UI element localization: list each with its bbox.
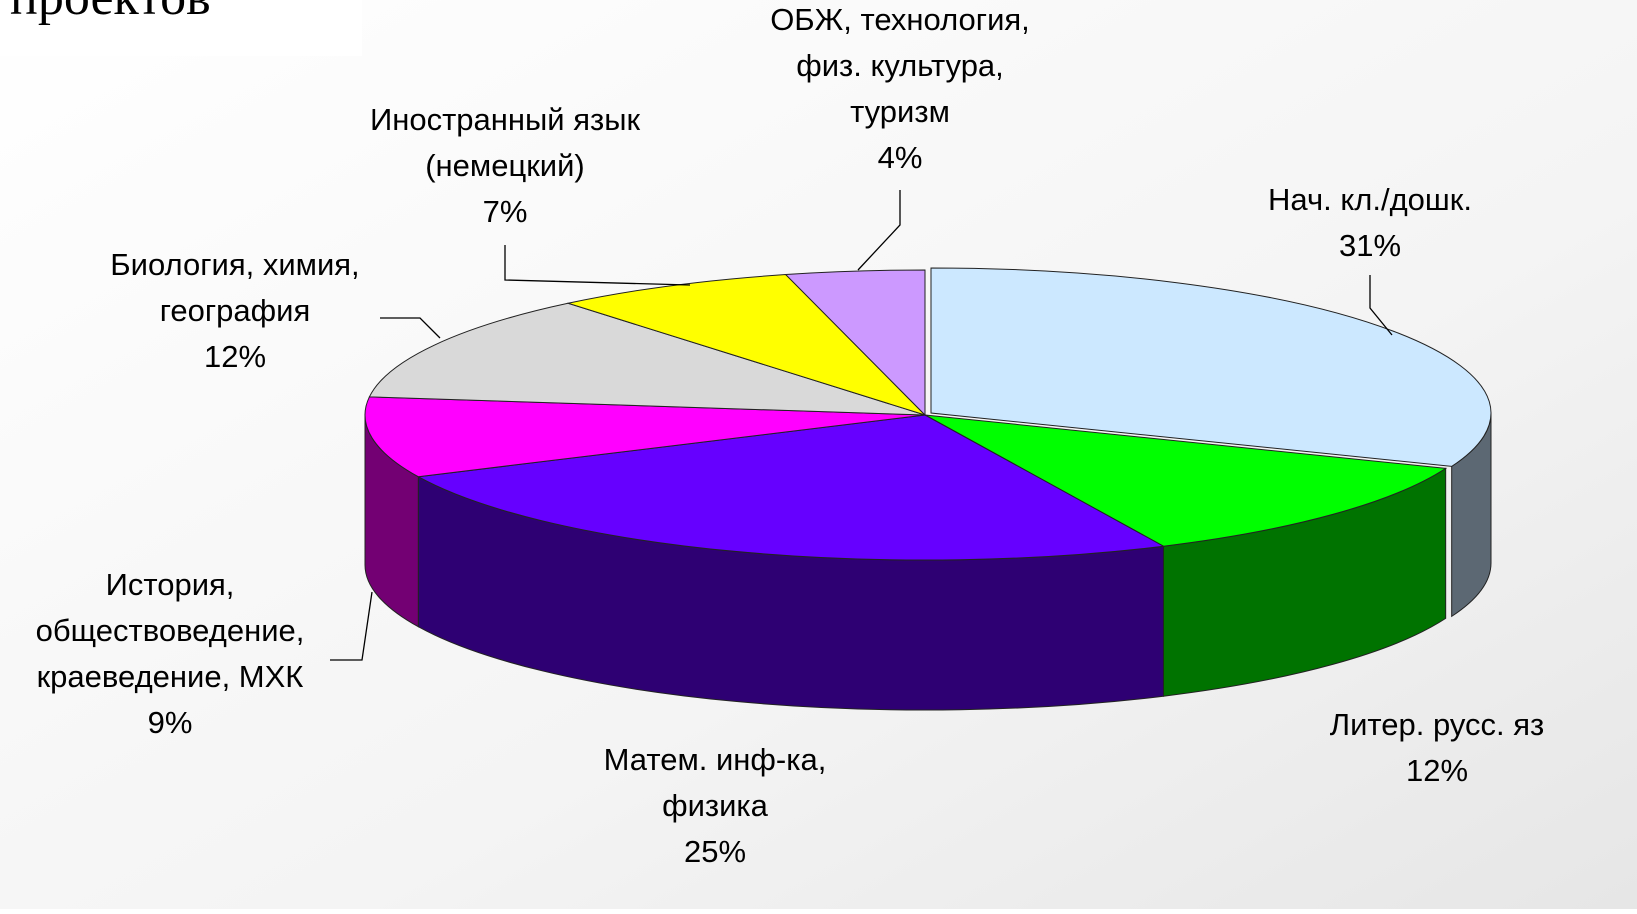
leader-line: [1369, 275, 1393, 336]
leader-line: [380, 317, 441, 339]
label-line: Литер. русс. яз: [1330, 707, 1545, 742]
label-line: История,: [106, 567, 235, 602]
category-label: ОБЖ, технология, физ. культура, туризм: [770, 2, 1030, 129]
label-line: ОБЖ, технология,: [770, 2, 1030, 37]
category-label: Литер. русс. яз: [1330, 707, 1545, 742]
leader-line: [857, 190, 901, 271]
leader-line: [504, 245, 691, 286]
pie-slice: [416, 414, 1166, 561]
pie-slice: [566, 274, 926, 416]
value-label: 9%: [148, 705, 193, 740]
category-label: Матем. инф-ка, физика: [604, 742, 827, 823]
value-label: 25%: [684, 834, 746, 869]
pie-slice: [930, 267, 1492, 467]
chart-title: проектов: [10, 0, 211, 26]
value-label: 7%: [483, 194, 528, 229]
label-line: (немецкий): [425, 148, 585, 183]
label-line: обществоведение,: [36, 613, 305, 648]
category-label: Нач. кл./дошк.: [1268, 182, 1472, 217]
pie-slice: [784, 269, 926, 417]
value-label: 12%: [204, 339, 266, 374]
category-label: Биология, химия, география: [110, 247, 359, 328]
value-label: 12%: [1406, 753, 1468, 788]
leader-line: [330, 591, 373, 661]
label-line: туризм: [850, 94, 950, 129]
label-line: физ. культура,: [796, 48, 1004, 83]
label-line: география: [160, 293, 311, 328]
pie-slice: [364, 396, 926, 478]
label-line: Нач. кл./дошк.: [1268, 182, 1472, 217]
pie-slice: [368, 302, 926, 416]
category-label: История, обществоведение, краеведение, МХК: [36, 567, 305, 694]
label-line: Иностранный язык: [370, 102, 641, 137]
label-line: краеведение, МХК: [37, 659, 304, 694]
label-line: физика: [662, 788, 769, 823]
pie-slice: [924, 414, 1448, 547]
title-box: [0, 0, 362, 56]
value-label: 4%: [878, 140, 923, 175]
label-line: Матем. инф-ка,: [604, 742, 827, 777]
label-line: Биология, химия,: [110, 247, 359, 282]
value-label: 31%: [1339, 228, 1401, 263]
category-label: Иностранный язык (немецкий): [370, 102, 641, 183]
